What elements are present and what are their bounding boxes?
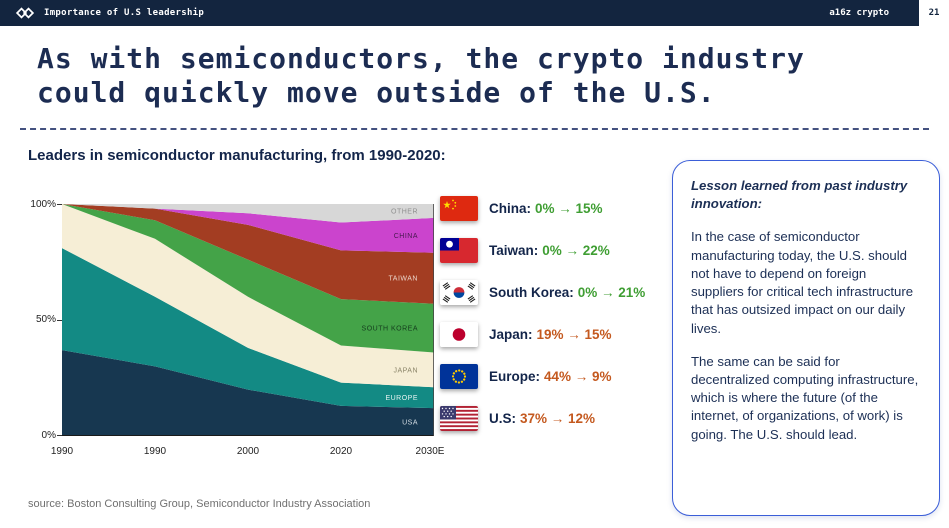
- legend-country: Europe:: [489, 369, 541, 384]
- plot-area: USA EUROPE JAPAN SOUTH KOREA TAIWAN CHINA OTHE…: [62, 204, 434, 436]
- x-axis-tick-5: 2030E: [415, 446, 445, 457]
- x-axis-tick-1: 1990: [50, 446, 74, 457]
- x-axis-tick-4: 2020: [329, 446, 353, 457]
- china-flag-icon: [440, 196, 478, 221]
- legend-values: 0% → 15%: [535, 201, 603, 216]
- band-label-europe: EUROPE: [385, 395, 418, 402]
- legend-item-japan: Japan: 19% → 15%: [440, 322, 645, 347]
- top-bar: Importance of U.S leadership a16z crypto…: [0, 0, 949, 26]
- area-china: [62, 204, 434, 253]
- slide-title: As with semiconductors, the crypto indus…: [37, 42, 805, 110]
- legend-values: 37% → 12%: [520, 411, 596, 426]
- legend-item-us: U.S: 37% → 12%: [440, 406, 645, 431]
- legend-item-europe: Europe: 44% → 9%: [440, 364, 645, 389]
- chart-caption: Leaders in semiconductor manufacturing, …: [28, 147, 446, 164]
- legend-values: 0% → 21%: [577, 285, 646, 300]
- legend-label: U.S: 37% → 12%: [489, 411, 595, 426]
- area-south-korea: [62, 204, 434, 353]
- area-europe: [62, 248, 434, 409]
- legend-country: Taiwan:: [489, 243, 539, 258]
- legend-label: China: 0% → 15%: [489, 201, 603, 216]
- source-attribution: source: Boston Consulting Group, Semicon…: [28, 498, 371, 510]
- south-korea-flag-icon: [440, 280, 478, 305]
- area-other: [62, 204, 434, 223]
- chart-legend: China: 0% → 15% Taiwan: 0% → 22% South Kor…: [440, 196, 645, 431]
- us-flag-icon: [440, 406, 478, 431]
- legend-label: Japan: 19% → 15%: [489, 327, 612, 342]
- legend-label: Europe: 44% → 9%: [489, 369, 612, 384]
- legend-country: U.S:: [489, 411, 516, 426]
- y-axis-mark: [57, 204, 62, 205]
- legend-values: 19% → 15%: [536, 327, 612, 342]
- semiconductor-chart: 100% 50% 0% USA EUROPE JAPAN SOUTH KOREA TAI…: [28, 196, 458, 471]
- taiwan-flag-icon: [440, 238, 478, 263]
- band-label-china: CHINA: [394, 233, 418, 240]
- x-axis-tick-2: 1990: [143, 446, 167, 457]
- area-usa: [62, 350, 434, 436]
- europe-flag-icon: [440, 364, 478, 389]
- band-label-other: OTHER: [391, 208, 418, 215]
- slide-section-title: Importance of U.S leadership: [44, 8, 205, 18]
- lesson-card-paragraph-2: The same can be said for decentralized c…: [691, 353, 919, 442]
- lesson-card-heading: Lesson learned from past industry innova…: [691, 178, 908, 212]
- band-label-taiwan: TAIWAN: [389, 276, 418, 283]
- dashed-divider: [20, 128, 929, 130]
- slide-title-line1: As with semiconductors, the crypto indus…: [37, 42, 805, 75]
- legend-values: 0% → 22%: [542, 243, 610, 258]
- legend-item-china: China: 0% → 15%: [440, 196, 645, 221]
- page-number: 21: [919, 0, 949, 26]
- lesson-card-paragraph-1: In the case of semiconductor manufacturi…: [691, 229, 914, 336]
- japan-flag-icon: [440, 322, 478, 347]
- y-axis-tick-100: 100%: [30, 199, 56, 210]
- lesson-card: Lesson learned from past industry innova…: [672, 160, 940, 516]
- area-taiwan: [62, 204, 434, 304]
- a16z-logo-icon: [14, 6, 36, 20]
- x-axis-tick-3: 2000: [236, 446, 260, 457]
- band-label-south-korea: SOUTH KOREA: [362, 326, 418, 333]
- legend-values: 44% → 9%: [544, 369, 612, 384]
- legend-label: Taiwan: 0% → 22%: [489, 243, 610, 258]
- y-axis-tick-50: 50%: [35, 314, 56, 325]
- y-axis-mark: [57, 320, 62, 321]
- y-axis-mark: [57, 435, 62, 436]
- band-label-japan: JAPAN: [393, 367, 418, 374]
- legend-country: South Korea:: [489, 285, 574, 300]
- legend-label: South Korea: 0% → 21%: [489, 285, 645, 300]
- area-japan: [62, 204, 434, 388]
- slide-title-line2: could quickly move outside of the U.S.: [37, 76, 716, 109]
- legend-item-south-korea: South Korea: 0% → 21%: [440, 280, 645, 305]
- stacked-area-chart: USA EUROPE JAPAN SOUTH KOREA TAIWAN CHINA OTHE…: [62, 204, 434, 436]
- legend-country: China:: [489, 201, 531, 216]
- legend-item-taiwan: Taiwan: 0% → 22%: [440, 238, 645, 263]
- y-axis-tick-0: 0%: [41, 430, 56, 441]
- band-label-usa: USA: [402, 420, 418, 427]
- brand-label: a16z crypto: [829, 8, 889, 18]
- legend-country: Japan:: [489, 327, 533, 342]
